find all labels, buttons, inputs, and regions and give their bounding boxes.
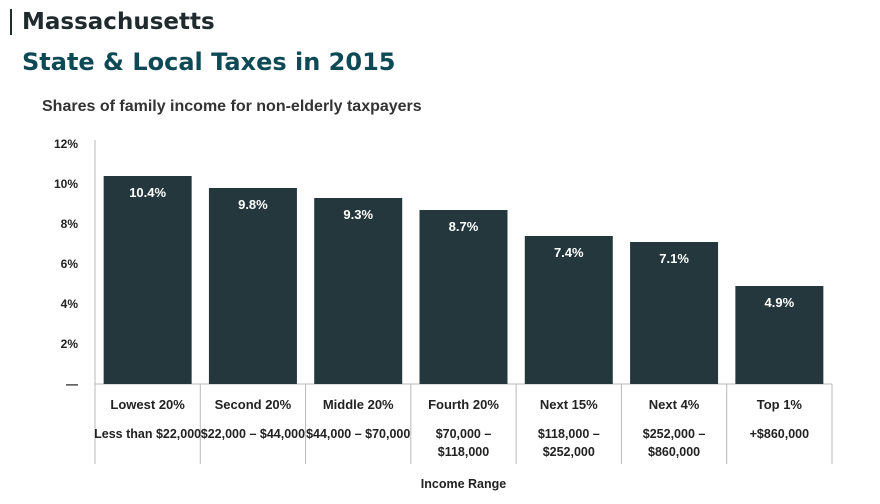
- bar-value-label: 4.9%: [765, 295, 795, 310]
- x-range-label: $118,000: [438, 445, 489, 459]
- x-range-label: Less than $22,000: [94, 427, 201, 441]
- y-tick-label: 10%: [54, 177, 78, 191]
- x-range-label: $44,000 – $70,000: [306, 427, 410, 441]
- bar-value-label: 10.4%: [129, 185, 166, 200]
- x-axis-title: Income Range: [421, 477, 506, 491]
- bar: [419, 210, 508, 384]
- bar-value-label: 7.4%: [554, 245, 584, 260]
- x-category-label: Next 4%: [649, 397, 700, 412]
- y-tick-label: 8%: [61, 217, 79, 231]
- bar: [735, 286, 824, 384]
- x-range-label: +$860,000: [750, 427, 809, 441]
- header-accent-bar: [10, 9, 12, 35]
- x-range-label: $860,000: [648, 445, 700, 459]
- bar-value-label: 7.1%: [659, 251, 689, 266]
- state-name: Massachusetts: [22, 9, 215, 35]
- x-category-label: Next 15%: [540, 397, 598, 412]
- bar: [630, 242, 719, 384]
- x-category-label: Top 1%: [757, 397, 803, 412]
- chart-container: Shares of family income for non-elderly …: [0, 90, 880, 504]
- page-title: State & Local Taxes in 2015: [22, 48, 396, 76]
- y-tick-label: 4%: [61, 297, 79, 311]
- bar: [314, 198, 403, 384]
- bar-value-label: 8.7%: [449, 219, 479, 234]
- x-range-label: $252,000 –: [643, 427, 706, 441]
- x-range-label: $118,000 –: [538, 427, 600, 441]
- bar-value-label: 9.3%: [343, 207, 373, 222]
- x-category-label: Middle 20%: [323, 397, 394, 412]
- y-tick-label: —: [66, 377, 78, 391]
- bar-chart: Shares of family income for non-elderly …: [42, 98, 833, 491]
- x-category-label: Lowest 20%: [110, 397, 185, 412]
- x-range-label: $70,000 –: [436, 427, 492, 441]
- state-header: Massachusetts: [10, 8, 215, 36]
- y-tick-label: 12%: [54, 137, 78, 151]
- bar-value-label: 9.8%: [238, 197, 268, 212]
- bar: [208, 188, 297, 384]
- chart-title: Shares of family income for non-elderly …: [42, 98, 422, 115]
- bar: [524, 236, 613, 384]
- x-category-label: Fourth 20%: [428, 397, 499, 412]
- x-range-label: $22,000 – $44,000: [201, 427, 305, 441]
- y-tick-label: 6%: [61, 257, 79, 271]
- x-category-label: Second 20%: [215, 397, 292, 412]
- x-range-label: $252,000: [543, 445, 595, 459]
- bar: [103, 176, 192, 384]
- y-tick-label: 2%: [61, 337, 79, 351]
